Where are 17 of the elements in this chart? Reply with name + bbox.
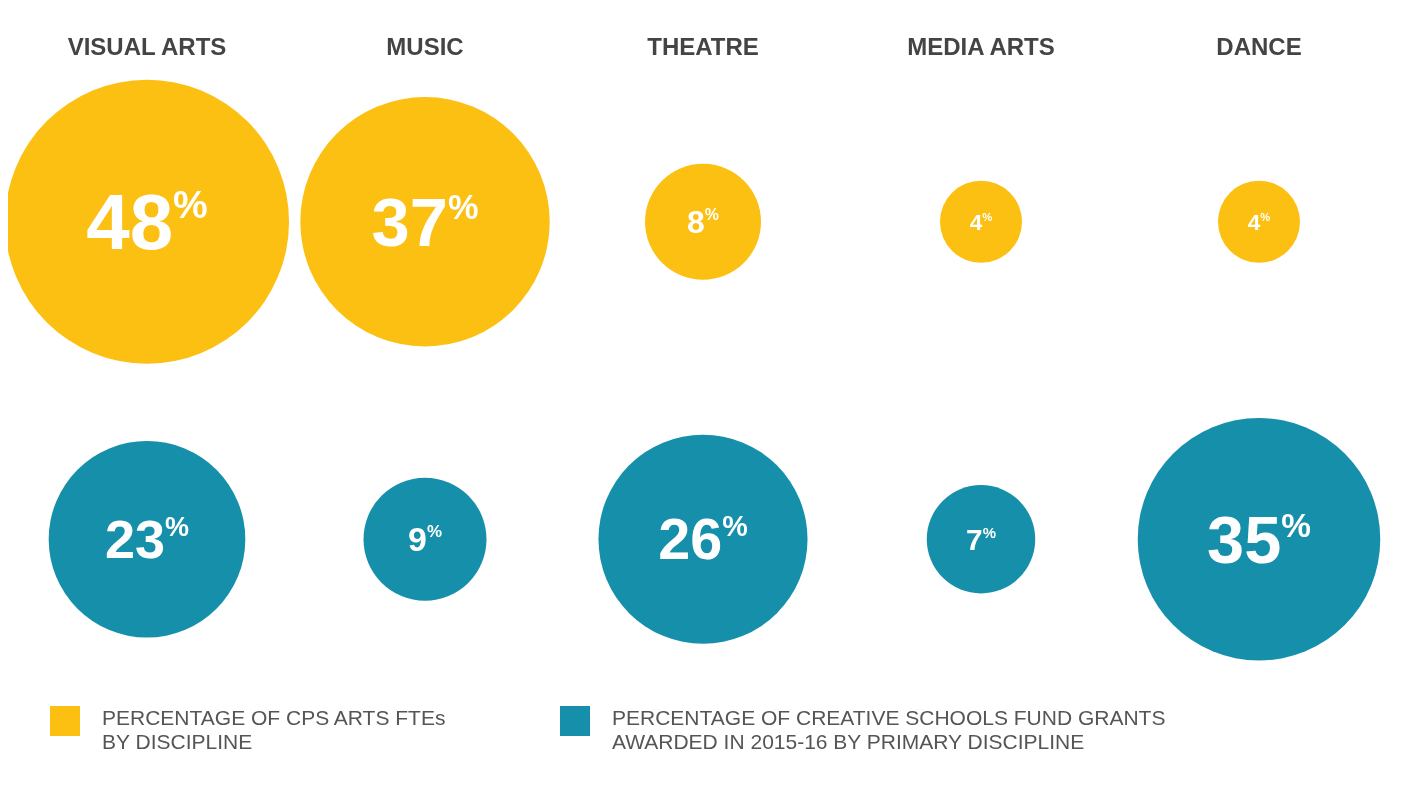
data-label: 4$^{%}$ (1247, 209, 1271, 235)
data-label: 8$^{%}$ (687, 203, 719, 240)
data-label: 26$^{%}$ (658, 507, 748, 572)
data-label: 35$^{%}$ (1207, 502, 1311, 577)
category-label: THEATRE (647, 33, 759, 60)
data-label: 9$^{%}$ (408, 520, 442, 559)
data-label: 37$^{%}$ (371, 183, 479, 261)
data-label: 23$^{%}$ (104, 509, 190, 570)
category-label: MUSIC (386, 33, 464, 60)
category-label: VISUAL ARTS (67, 33, 227, 60)
data-label: 4$^{%}$ (969, 209, 993, 235)
category-label: MEDIA ARTS (907, 33, 1055, 60)
legend-label: PERCENTAGE OF CPS ARTS FTEs BY DISCIPLINE (102, 706, 447, 754)
legend-label: PERCENTAGE OF CREATIVE SCHOOLS FUND GRANTS AWARDED IN 2015-16 BY PRIMARY DISCIPLINE (612, 706, 1167, 754)
data-label: 48$^{%}$ (86, 178, 208, 267)
data-label: 7$^{%}$ (966, 522, 996, 556)
category-label: DANCE (1216, 33, 1302, 60)
